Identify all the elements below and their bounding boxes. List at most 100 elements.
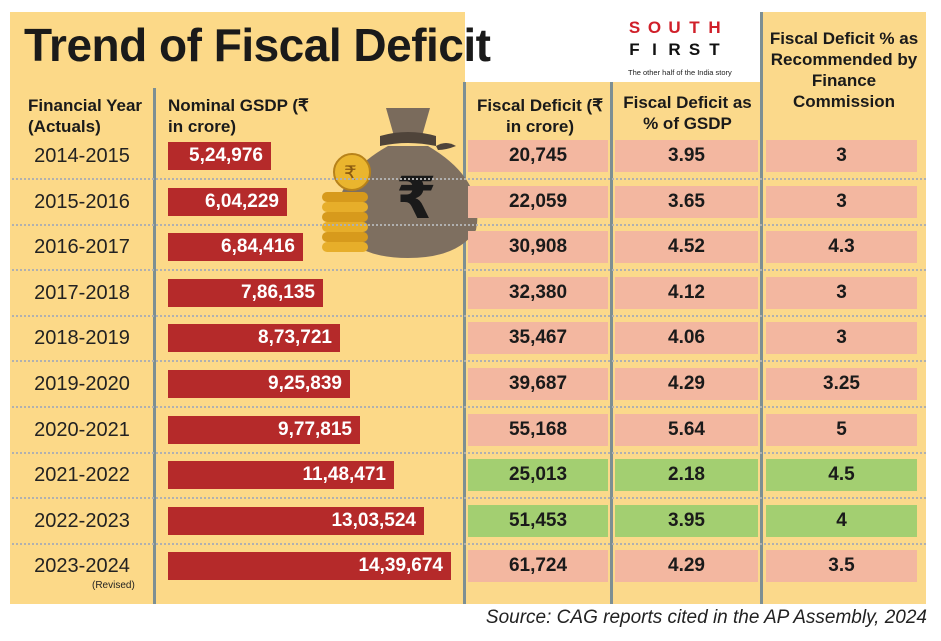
gsdp-value-label: 9,77,815: [278, 418, 352, 440]
logo-letter: R: [668, 40, 681, 59]
year-label: 2016-2017: [34, 236, 130, 259]
gsdp-bar: 5,24,976: [168, 142, 271, 170]
page-title: Trend of Fiscal Deficit: [24, 19, 491, 71]
row-divider: [12, 223, 926, 226]
gsdp-value-label: 6,84,416: [221, 236, 295, 258]
divider-year: [153, 88, 156, 604]
pct-gsdp-cell-value: 3.65: [668, 190, 705, 212]
recommended-cell: 4.3: [766, 231, 917, 264]
table-row: 2021-2022 11,48,471 25,013 2.18 4.5: [0, 453, 941, 500]
logo-letter: S: [688, 40, 701, 59]
pct-gsdp-cell-value: 3.95: [668, 145, 705, 166]
divider-gsdp: [463, 82, 466, 604]
fiscal-deficit-cell: 22,059: [468, 185, 608, 218]
fiscal-deficit-cell: 51,453: [468, 504, 608, 537]
recommended-cell-value: 4: [836, 509, 847, 531]
logo-tagline: The other half of the India story: [628, 68, 732, 77]
gsdp-bar: 9,25,839: [168, 370, 350, 398]
recommended-cell-value: 3: [836, 281, 847, 303]
pct-gsdp-cell: 3.95: [615, 140, 758, 172]
header-financial-year: Financial Year (Actuals): [28, 96, 143, 136]
recommended-cell-value: 4.3: [828, 236, 855, 258]
gsdp-bar: 6,04,229: [168, 187, 287, 216]
gsdp-value-label: 13,03,524: [331, 509, 416, 531]
gsdp-value-label: 9,25,839: [268, 373, 342, 394]
fiscal-deficit-cell-value: 32,380: [508, 281, 568, 303]
recommended-cell-value: 3: [836, 327, 847, 349]
year-label: 2022-2023: [34, 509, 130, 532]
table-row: 2023-2024 (Revised) 14,39,674 61,724 4.29 3.5: [0, 544, 941, 592]
pct-gsdp-cell-value: 5.64: [668, 418, 705, 440]
fiscal-deficit-cell-value: 30,908: [508, 236, 568, 258]
table-row: 2015-2016 6,04,229 22,059 3.65 3: [0, 180, 941, 226]
recommended-cell: 5: [766, 413, 917, 446]
fiscal-deficit-cell: 61,724: [468, 550, 608, 583]
pct-gsdp-cell: 4.12: [615, 276, 758, 309]
fiscal-deficit-cell-value: 51,453: [508, 509, 568, 531]
header-fiscal-deficit-pct: Fiscal Deficit as % of GSDP: [623, 93, 752, 133]
logo-letter: F: [629, 40, 640, 59]
row-divider: [12, 269, 926, 272]
year-label: 2020-2021: [34, 418, 130, 441]
recommended-cell: 3: [766, 140, 917, 172]
table-row: 2020-2021 9,77,815 55,168 5.64 5: [0, 408, 941, 454]
gsdp-bar: 7,86,135: [168, 278, 323, 307]
fiscal-deficit-cell: 35,467: [468, 322, 608, 355]
source-note: Source: CAG reports cited in the AP Asse…: [485, 607, 927, 628]
table-row: 2022-2023 13,03,524 51,453 3.95 4: [0, 499, 941, 545]
header-recommended: Fiscal Deficit % as Recommended by Finan…: [769, 29, 919, 111]
recommended-cell-value: 4.5: [828, 464, 855, 486]
row-divider: [12, 542, 926, 545]
pct-gsdp-cell: 4.29: [615, 368, 758, 400]
pct-gsdp-cell: 4.29: [615, 550, 758, 583]
gsdp-value-label: 11,48,471: [302, 464, 386, 486]
recommended-cell-value: 3.25: [823, 373, 860, 394]
recommended-cell-value: 5: [836, 418, 847, 440]
fiscal-deficit-cell-value: 55,168: [508, 418, 568, 440]
money-bag-icon: ₹ ₹: [322, 108, 478, 258]
fiscal-deficit-cell: 25,013: [468, 459, 608, 492]
year-label: 2019-2020: [34, 373, 130, 395]
logo-letter: H: [708, 18, 721, 37]
table-row: 2018-2019 8,73,721 35,467 4.06 3: [0, 316, 941, 363]
year-label: 2017-2018: [34, 281, 130, 304]
recommended-cell-value: 3.5: [828, 555, 855, 577]
year-label: 2018-2019: [34, 327, 130, 350]
revised-note: (Revised): [92, 580, 135, 592]
pct-gsdp-cell: 2.18: [615, 459, 758, 492]
header-nominal-gsdp: Nominal GSDP (₹ in crore): [168, 96, 309, 136]
row-divider: [12, 360, 926, 363]
fiscal-deficit-cell: 39,687: [468, 368, 608, 400]
gsdp-value-label: 5,24,976: [189, 145, 263, 166]
row-divider: [12, 314, 926, 317]
pct-gsdp-cell-value: 4.29: [668, 555, 705, 577]
recommended-cell: 3: [766, 276, 917, 309]
fiscal-deficit-cell-value: 20,745: [508, 145, 568, 166]
pct-gsdp-cell-value: 3.95: [668, 509, 705, 531]
gsdp-value-label: 14,39,674: [358, 555, 443, 577]
pct-gsdp-cell-value: 2.18: [668, 464, 705, 486]
pct-gsdp-cell: 3.95: [615, 504, 758, 537]
divider-pct: [760, 12, 763, 604]
recommended-cell-value: 3: [836, 145, 847, 166]
row-divider: [12, 178, 926, 180]
fiscal-deficit-cell-value: 39,687: [508, 373, 568, 394]
gsdp-bar: 9,77,815: [168, 415, 360, 444]
recommended-cell: 3.5: [766, 550, 917, 583]
pct-gsdp-cell: 3.65: [615, 185, 758, 218]
table-row: 2014-2015 5,24,976 20,745 3.95 3: [0, 134, 941, 180]
logo-letter: T: [689, 18, 700, 37]
gsdp-value-label: 6,04,229: [205, 190, 279, 212]
pct-gsdp-cell: 4.06: [615, 322, 758, 355]
fiscal-deficit-cell: 30,908: [468, 231, 608, 264]
gsdp-bar: 14,39,674: [168, 552, 451, 581]
logo-letter: T: [709, 40, 720, 59]
fiscal-deficit-cell: 55,168: [468, 413, 608, 446]
row-divider: [12, 406, 926, 408]
pct-gsdp-cell-value: 4.52: [668, 236, 705, 258]
divider-fd: [610, 82, 613, 604]
table-row: 2016-2017 6,84,416 30,908 4.52 4.3: [0, 225, 941, 272]
row-divider: [12, 451, 926, 454]
